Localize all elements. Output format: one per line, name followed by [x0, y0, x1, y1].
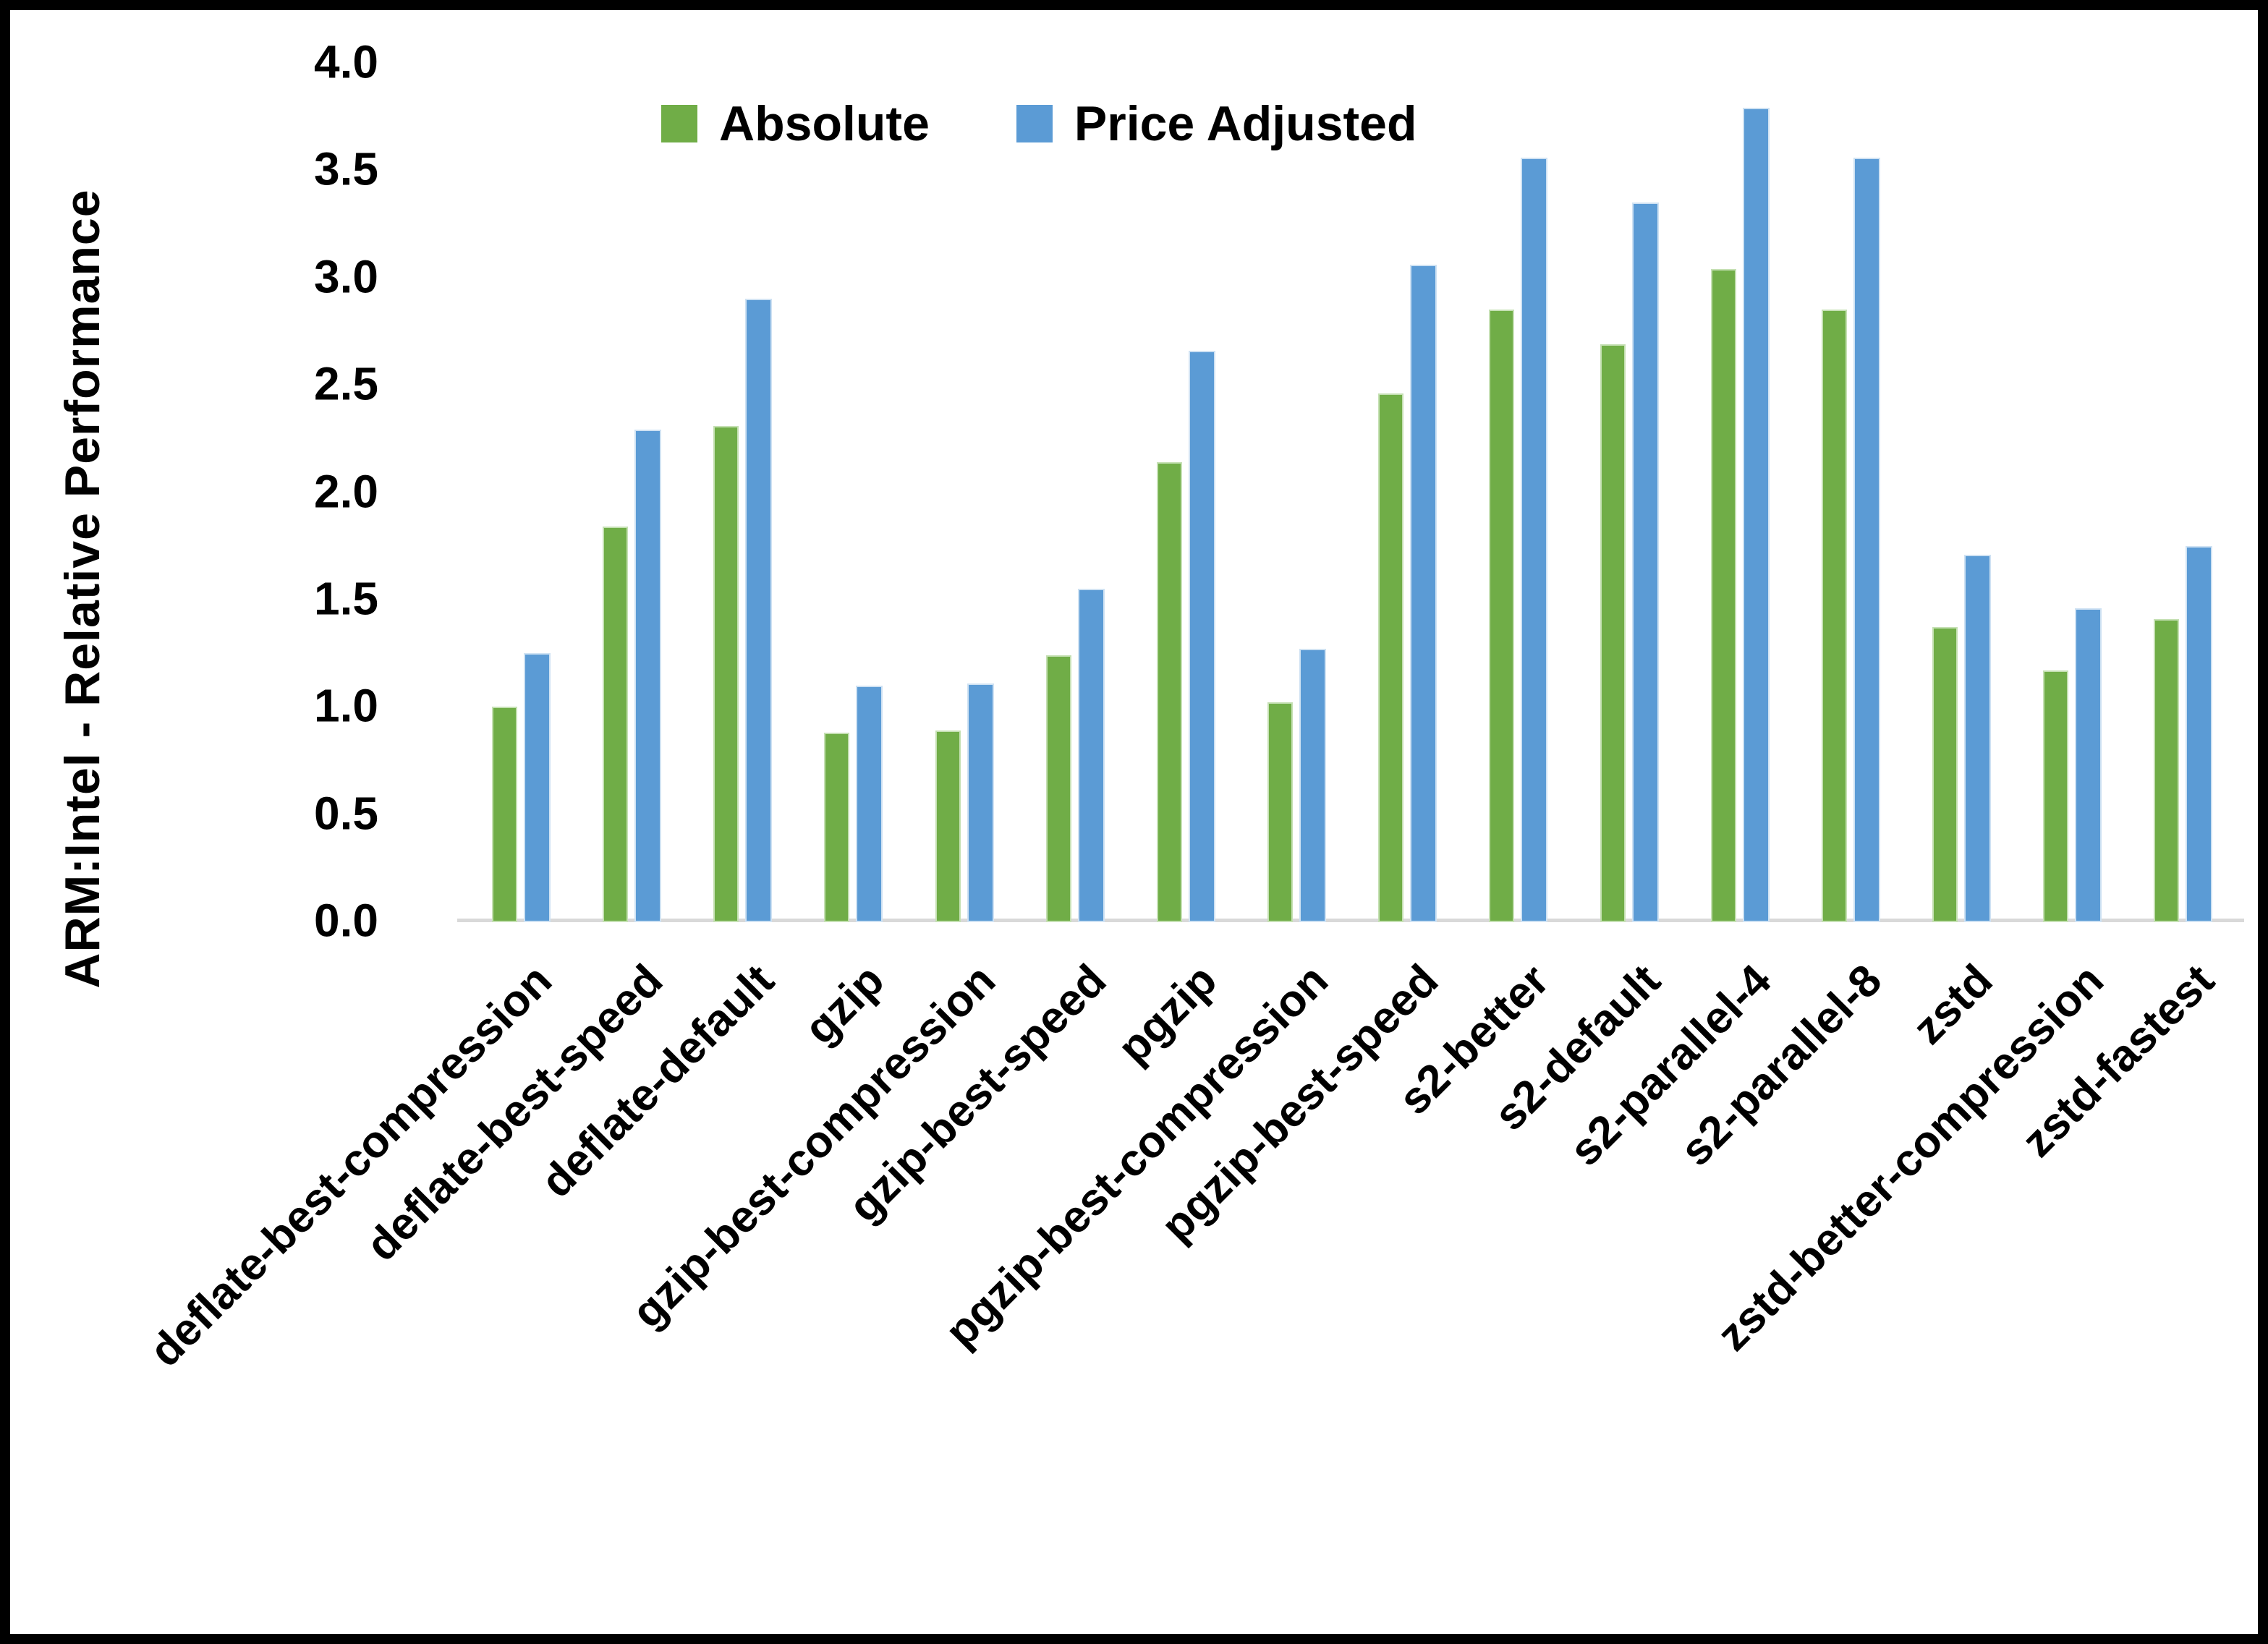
bar-absolute-pgzip-best-speed [1378, 393, 1404, 922]
y-tick-label: 0.5 [314, 787, 378, 840]
bar-price-adjusted-s2-parallel-8 [1853, 157, 1880, 922]
bar-price-adjusted-s2-default [1631, 202, 1659, 922]
bar-price-adjusted-gzip [856, 685, 883, 922]
bar-price-adjusted-zstd-fastest [2186, 545, 2213, 922]
bar-absolute-zstd-better-compression [2043, 670, 2069, 922]
legend-swatch-absolute-icon [661, 105, 697, 142]
y-tick-label: 1.5 [314, 572, 378, 625]
y-tick-label: 0.0 [314, 894, 378, 947]
bar-absolute-s2-default [1600, 344, 1626, 922]
legend: Absolute Price Adjusted [661, 95, 1417, 152]
bar-absolute-pgzip-best-compression [1267, 702, 1294, 922]
bar-price-adjusted-zstd-better-compression [2075, 608, 2102, 922]
y-tick-label: 4.0 [314, 35, 378, 88]
bar-price-adjusted-deflate-default [745, 299, 773, 922]
legend-swatch-price-adjusted-icon [1016, 105, 1053, 142]
x-category-label-deflate-best-compression: deflate-best-compression [140, 955, 562, 1377]
bar-absolute-s2-parallel-8 [1821, 310, 1847, 922]
bar-price-adjusted-gzip-best-speed [1077, 589, 1105, 922]
y-tick-label: 3.0 [314, 250, 378, 303]
y-tick-label: 2.5 [314, 357, 378, 410]
bar-price-adjusted-s2-parallel-4 [1742, 108, 1770, 922]
legend-item-price-adjusted: Price Adjusted [1016, 95, 1417, 152]
bar-absolute-s2-parallel-4 [1710, 268, 1736, 922]
bar-price-adjusted-pgzip [1188, 350, 1215, 922]
bar-absolute-s2-better [1489, 310, 1515, 922]
bar-price-adjusted-s2-better [1521, 157, 1548, 922]
bar-absolute-pgzip [1156, 461, 1182, 922]
x-axis-line [457, 919, 2244, 922]
y-tick-label: 2.0 [314, 465, 378, 518]
bar-absolute-deflate-default [713, 425, 739, 922]
y-tick-label: 1.0 [314, 679, 378, 732]
bar-price-adjusted-deflate-best-compression [524, 653, 551, 922]
bar-price-adjusted-pgzip-best-speed [1410, 264, 1437, 922]
bar-price-adjusted-zstd [1963, 554, 1991, 922]
bar-absolute-gzip [824, 732, 850, 922]
y-tick-label: 3.5 [314, 142, 378, 195]
x-category-label-gzip: gzip [795, 955, 894, 1055]
bar-price-adjusted-gzip-best-compression [967, 683, 994, 922]
legend-label-absolute: Absolute [719, 96, 930, 151]
legend-item-absolute: Absolute [661, 95, 930, 152]
bar-absolute-zstd-fastest [2154, 618, 2180, 922]
bar-absolute-zstd [1932, 627, 1958, 922]
x-category-label-zstd: zstd [1903, 955, 2002, 1055]
bar-absolute-gzip-best-speed [1045, 655, 1071, 922]
bar-price-adjusted-pgzip-best-compression [1299, 649, 1327, 922]
bar-absolute-gzip-best-compression [935, 730, 961, 922]
legend-label-price-adjusted: Price Adjusted [1074, 96, 1417, 151]
y-axis-title: ARM:Intel - Relative Performance [55, 189, 110, 989]
bar-absolute-deflate-best-speed [603, 526, 629, 922]
bar-price-adjusted-deflate-best-speed [634, 430, 662, 922]
bar-absolute-deflate-best-compression [492, 707, 517, 922]
